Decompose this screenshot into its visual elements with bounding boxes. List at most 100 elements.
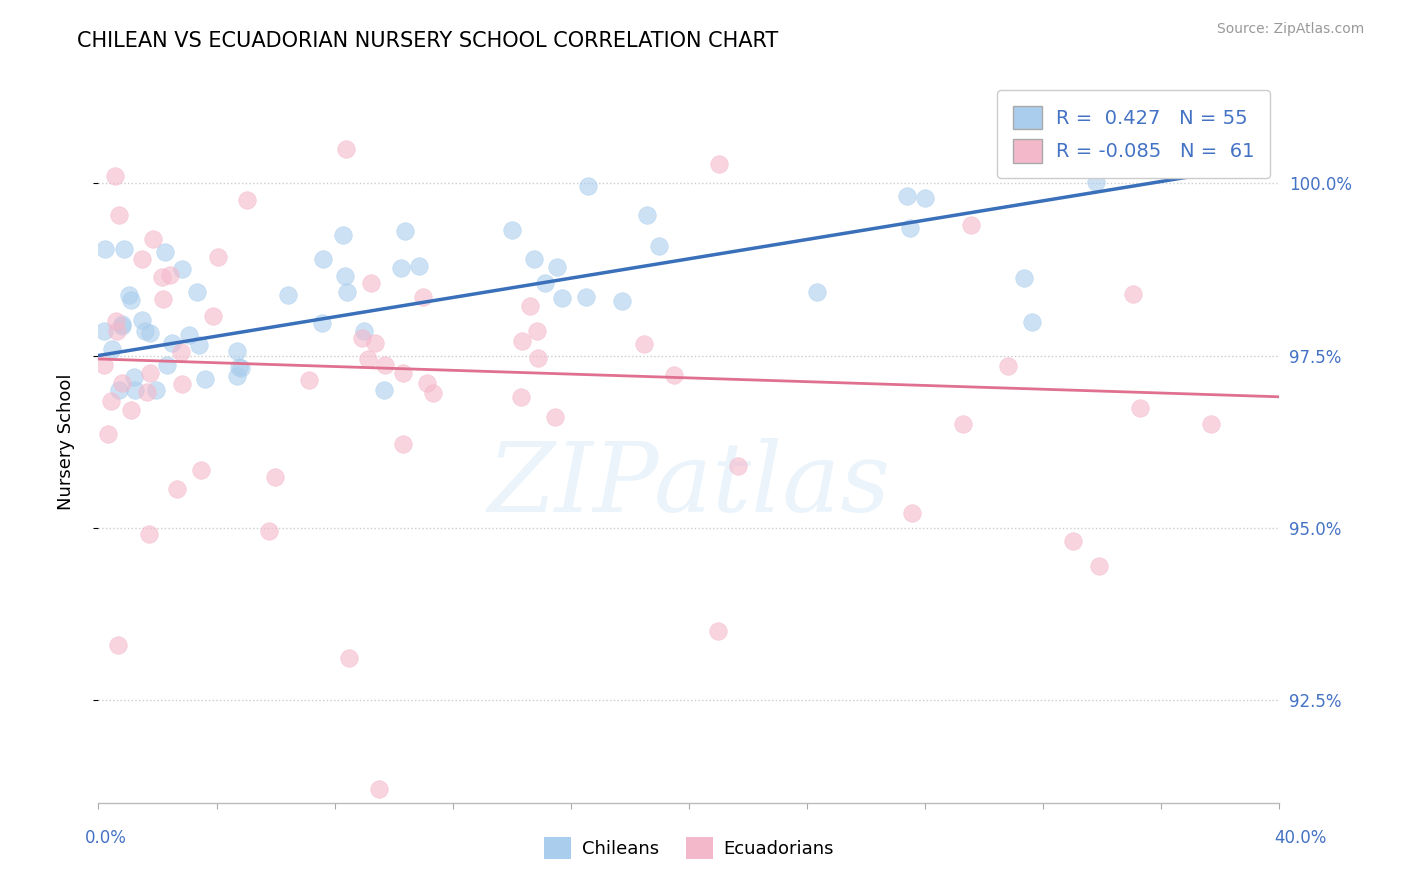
Point [124, 383, 146, 397]
Point [264, 470, 287, 484]
Point [145, 383, 167, 397]
Point [236, 193, 259, 207]
Point [636, 208, 658, 222]
Point [510, 334, 533, 349]
Point [1012, 271, 1035, 285]
Point [311, 316, 333, 330]
Point [138, 326, 160, 340]
Text: 40.0%: 40.0% [1274, 829, 1327, 847]
Point [339, 651, 361, 665]
Point [648, 239, 671, 253]
Point [952, 417, 974, 432]
Point [510, 390, 533, 404]
Point [997, 359, 1019, 373]
Point [155, 358, 177, 372]
Point [519, 299, 541, 313]
Point [122, 370, 145, 384]
Point [111, 318, 134, 333]
Point [707, 624, 730, 638]
Point [576, 179, 599, 194]
Point [229, 361, 252, 376]
Point [1084, 175, 1107, 189]
Point [391, 437, 413, 451]
Point [353, 324, 375, 338]
Point [159, 268, 181, 283]
Point [373, 383, 395, 397]
Point [104, 169, 127, 183]
Point [394, 224, 416, 238]
Point [202, 309, 225, 323]
Point [93, 359, 115, 373]
Point [105, 324, 128, 338]
Point [170, 345, 193, 359]
Point [1129, 401, 1152, 415]
Point [101, 342, 124, 356]
Text: Source: ZipAtlas.com: Source: ZipAtlas.com [1216, 22, 1364, 37]
Point [207, 251, 229, 265]
Point [257, 524, 280, 538]
Point [501, 223, 523, 237]
Point [190, 463, 212, 477]
Point [142, 232, 165, 246]
Point [526, 351, 548, 365]
Point [898, 221, 921, 235]
Point [108, 383, 131, 397]
Point [225, 344, 247, 359]
Point [100, 394, 122, 409]
Point [107, 638, 129, 652]
Point [336, 285, 359, 299]
Point [131, 252, 153, 266]
Point [97, 426, 120, 441]
Point [194, 372, 217, 386]
Point [523, 252, 546, 266]
Point [575, 290, 598, 304]
Point [228, 360, 250, 375]
Point [1121, 286, 1143, 301]
Point [298, 373, 321, 387]
Point [120, 403, 142, 417]
Point [335, 142, 357, 156]
Point [225, 369, 247, 384]
Point [364, 336, 387, 351]
Point [422, 385, 444, 400]
Text: ZIPatlas: ZIPatlas [488, 438, 890, 532]
Point [186, 285, 208, 299]
Point [93, 324, 115, 338]
Point [1088, 559, 1111, 574]
Point [357, 352, 380, 367]
Point [662, 368, 685, 383]
Point [551, 291, 574, 305]
Point [333, 269, 356, 284]
Point [412, 289, 434, 303]
Point [896, 188, 918, 202]
Point [960, 218, 983, 232]
Point [374, 358, 396, 372]
Point [152, 292, 174, 306]
Point [135, 385, 157, 400]
Point [416, 376, 439, 390]
Point [134, 324, 156, 338]
Legend: Chileans, Ecuadorians: Chileans, Ecuadorians [537, 830, 841, 866]
Point [526, 324, 548, 338]
Point [277, 287, 299, 301]
Point [93, 242, 115, 256]
Point [610, 293, 633, 308]
Point [350, 331, 373, 345]
Point [105, 313, 128, 327]
Point [150, 270, 173, 285]
Point [633, 336, 655, 351]
Point [900, 506, 922, 520]
Point [1021, 315, 1043, 329]
Point [112, 242, 135, 256]
Point [544, 409, 567, 424]
Point [139, 366, 162, 380]
Point [170, 262, 193, 277]
Point [166, 482, 188, 496]
Point [727, 458, 749, 473]
Point [153, 244, 176, 259]
Point [131, 312, 153, 326]
Point [118, 288, 141, 302]
Point [120, 293, 142, 307]
Point [408, 259, 430, 273]
Point [389, 260, 412, 275]
